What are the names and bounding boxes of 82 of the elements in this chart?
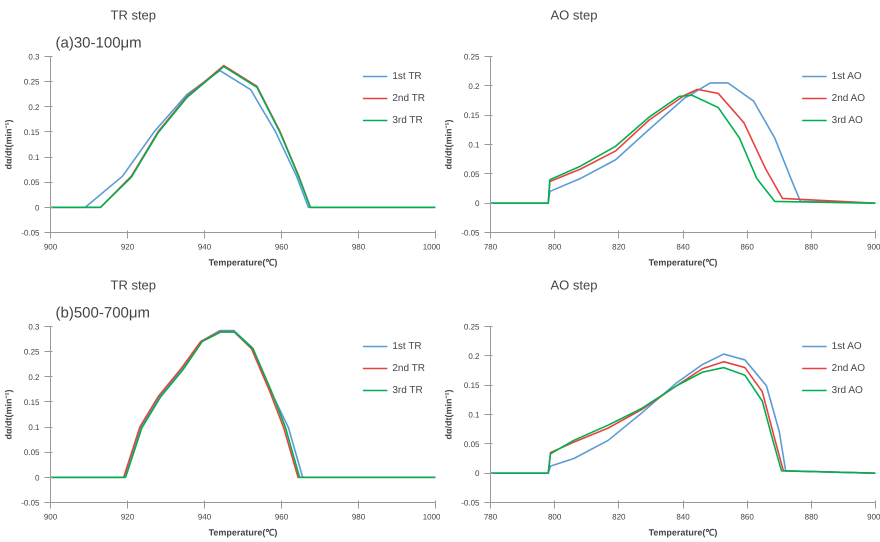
y-tick-label: 0.2 — [28, 372, 40, 382]
x-tick-label: 780 — [484, 242, 498, 252]
x-tick-label: 840 — [676, 242, 690, 252]
y-tick-label: 0.3 — [28, 52, 40, 62]
x-tick-label: 920 — [120, 512, 135, 522]
y-tick-label: 0 — [35, 203, 40, 212]
y-tick-label: 0.1 — [468, 410, 480, 420]
legend-label: 2nd TR — [392, 362, 425, 374]
x-tick-label: 940 — [198, 512, 212, 522]
y-tick-label: 0.05 — [24, 178, 40, 188]
y-tick-label: 0.15 — [464, 111, 480, 120]
chart-title: TR step — [110, 278, 156, 292]
y-tick-label: 0.15 — [464, 381, 480, 390]
x-tick-label: 960 — [274, 242, 289, 252]
x-tick-label: 840 — [676, 512, 690, 522]
y-tick-label: 0.2 — [468, 352, 480, 361]
y-tick-label: 0.25 — [464, 322, 480, 332]
legend-label: 2nd AO — [832, 92, 865, 104]
y-tick-label: -0.05 — [461, 228, 480, 238]
legend-label: 1st AO — [832, 340, 862, 352]
x-axis-title: Temperature(℃) — [648, 258, 718, 268]
legend-label: 3rd TR — [392, 384, 423, 396]
y-tick-label: -0.05 — [21, 228, 40, 238]
x-tick-label: 980 — [352, 242, 366, 252]
chart-title: AO step — [550, 8, 598, 22]
y-tick-label: 0.2 — [468, 82, 480, 91]
x-tick-label: 1000 — [422, 512, 442, 522]
text: (b)500-700μm — [56, 304, 150, 322]
y-axis-title: dα/dt(min⁻¹) — [3, 389, 14, 440]
legend-label: 3rd AO — [832, 384, 863, 396]
y-axis-title: dα/dt(min⁻¹) — [443, 389, 454, 440]
x-tick-label: 960 — [274, 512, 289, 522]
x-tick-label: 800 — [548, 242, 562, 252]
y-tick-label: 0.25 — [464, 52, 480, 62]
y-tick-label: 0.05 — [24, 448, 40, 458]
x-tick-label: 880 — [804, 242, 819, 252]
y-tick-label: 0 — [475, 199, 480, 208]
legend-label: 2nd AO — [832, 362, 865, 374]
y-tick-label: 0.05 — [464, 170, 480, 179]
x-tick-label: 900 — [44, 512, 58, 522]
x-axis-title: Temperature(℃) — [208, 258, 278, 268]
x-tick-label: 800 — [548, 512, 562, 522]
text: (a)30-100μm — [56, 34, 142, 52]
y-tick-label: 0 — [475, 469, 480, 478]
x-tick-label: 920 — [120, 242, 135, 252]
legend-label: 1st TR — [392, 70, 422, 82]
x-tick-label: 900 — [44, 242, 58, 252]
legend-label: 1st TR — [392, 340, 422, 352]
legend-label: 3rd AO — [832, 114, 863, 126]
x-tick-label: 880 — [804, 512, 819, 522]
x-axis-title: Temperature(℃) — [648, 528, 718, 538]
y-tick-label: 0.2 — [28, 102, 40, 112]
legend-label: 2nd TR — [392, 92, 425, 104]
legend-label: 3rd TR — [392, 114, 423, 126]
x-tick-label: 1000 — [422, 242, 442, 252]
y-axis-title: dα/dt(min⁻¹) — [443, 119, 454, 170]
x-tick-label: 860 — [740, 242, 754, 252]
x-tick-label: 940 — [198, 242, 212, 252]
y-tick-label: 0.25 — [24, 78, 40, 87]
y-tick-label: 0.15 — [24, 398, 40, 407]
y-tick-label: 0.1 — [28, 153, 40, 162]
x-tick-label: 900 — [867, 242, 880, 252]
y-tick-label: 0.3 — [28, 322, 40, 332]
x-tick-label: 820 — [612, 512, 626, 522]
y-tick-label: 0.05 — [464, 440, 480, 449]
y-tick-label: 0.15 — [24, 128, 40, 137]
y-tick-label: 0.25 — [24, 348, 40, 357]
chart-title: AO step — [550, 278, 598, 292]
x-tick-label: 780 — [484, 512, 498, 522]
x-tick-label: 900 — [867, 512, 880, 522]
legend-label: 1st AO — [832, 70, 862, 82]
x-tick-label: 980 — [352, 512, 366, 522]
x-tick-label: 860 — [740, 512, 754, 522]
y-tick-label: -0.05 — [461, 498, 480, 508]
x-axis-title: Temperature(℃) — [208, 528, 278, 538]
chart-title: TR step — [110, 8, 156, 22]
x-tick-label: 820 — [612, 242, 626, 252]
y-tick-label: 0 — [35, 473, 40, 482]
y-axis-title: dα/dt(min⁻¹) — [3, 119, 14, 170]
y-tick-label: 0.1 — [28, 423, 40, 432]
y-tick-label: -0.05 — [21, 498, 40, 508]
y-tick-label: 0.1 — [468, 140, 480, 150]
